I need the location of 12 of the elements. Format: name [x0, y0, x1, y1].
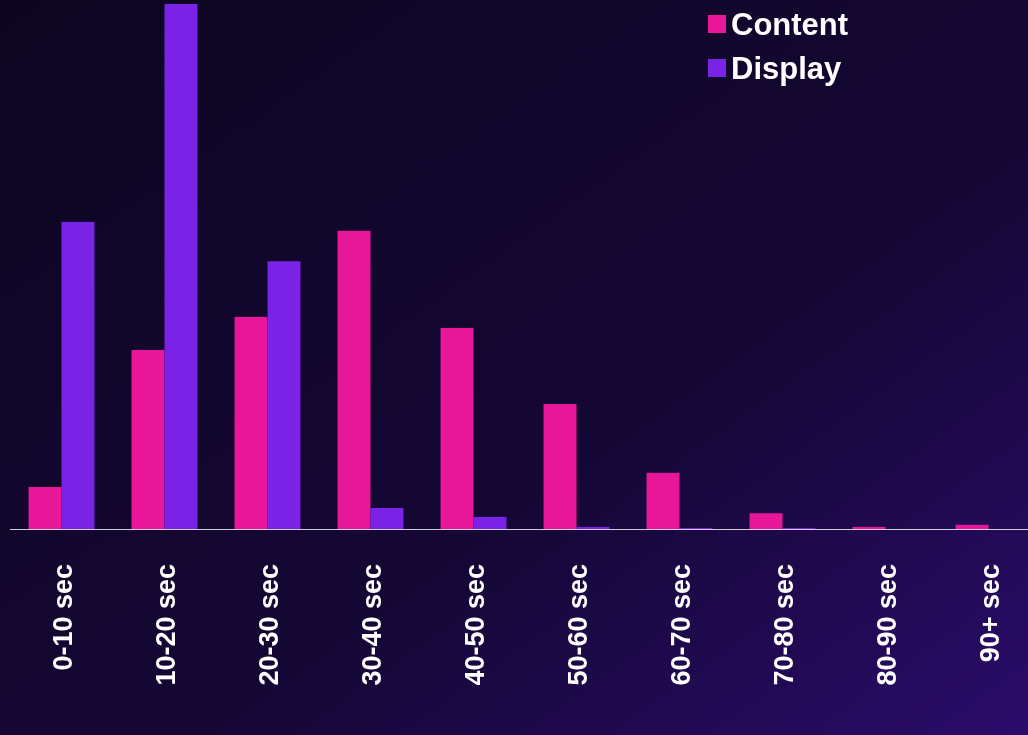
- x-tick-label: 70-80 sec: [768, 564, 799, 686]
- x-tick-label: 40-50 sec: [459, 564, 490, 686]
- x-tick-label: 20-30 sec: [253, 564, 284, 686]
- x-tick-label: 60-70 sec: [665, 564, 696, 686]
- x-tick-label: 80-90 sec: [871, 564, 902, 686]
- x-tick-label: 30-40 sec: [356, 564, 387, 686]
- x-tick-label: 0-10 sec: [47, 564, 78, 671]
- x-tick-label: 90+ sec: [974, 564, 1005, 663]
- legend-label: Content: [731, 7, 849, 42]
- x-tick-label: 50-60 sec: [562, 564, 593, 686]
- x-tick-label: 10-20 sec: [150, 564, 181, 686]
- legend-label: Display: [731, 51, 843, 86]
